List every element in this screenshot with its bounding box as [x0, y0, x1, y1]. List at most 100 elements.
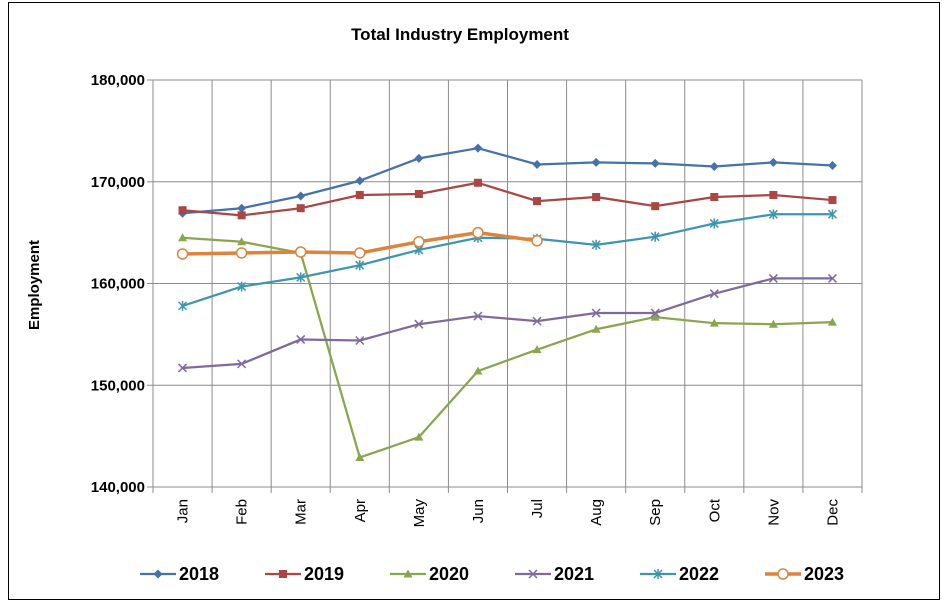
data-point-2019 — [414, 189, 423, 198]
x-tick-label: Aug — [588, 499, 605, 526]
legend-label: 2022 — [679, 564, 719, 584]
data-point-2021 — [650, 308, 660, 318]
data-point-2018 — [827, 160, 837, 170]
data-point-2018 — [709, 161, 719, 171]
series-2019 — [178, 178, 837, 220]
legend-label: 2023 — [804, 564, 844, 584]
y-tick-label: 150,000 — [91, 377, 145, 394]
x-tick-label: Nov — [765, 499, 782, 526]
data-point-2021 — [355, 335, 365, 346]
legend-item-2020: 2020 — [390, 564, 469, 584]
data-point-2020 — [532, 345, 542, 354]
legend-label: 2018 — [179, 564, 219, 584]
data-point-2021 — [591, 308, 601, 318]
legend-marker — [528, 569, 538, 579]
chart-frame — [8, 2, 940, 600]
data-point-2022 — [827, 209, 837, 220]
legend-item-2018: 2018 — [140, 564, 219, 584]
data-point-2019 — [651, 202, 660, 211]
x-tick-label: Mar — [293, 499, 310, 525]
series-lines — [176, 143, 837, 461]
legend-item-2019: 2019 — [265, 564, 344, 584]
data-point-2018 — [414, 153, 424, 163]
series-2023 — [176, 226, 543, 260]
y-tick-label: 140,000 — [91, 479, 145, 496]
data-point-2020 — [709, 318, 719, 327]
x-tick-label: Jun — [470, 499, 487, 523]
data-point-2023 — [472, 226, 484, 239]
data-point-2018 — [296, 191, 306, 201]
data-point-2018 — [237, 203, 247, 213]
series-2018 — [178, 143, 837, 218]
data-point-2021 — [768, 273, 778, 283]
series-line-2021 — [182, 277, 833, 370]
x-tick-label: May — [411, 499, 428, 528]
y-tick-label: 160,000 — [91, 276, 145, 293]
data-point-2023 — [413, 236, 425, 248]
data-point-2023 — [294, 246, 307, 258]
x-tick-label: Feb — [234, 499, 251, 525]
data-point-2022 — [237, 281, 247, 292]
x-tick-label: Apr — [352, 499, 369, 522]
data-point-2022 — [178, 300, 188, 311]
data-point-2018 — [591, 157, 601, 167]
data-point-2022 — [355, 260, 365, 271]
data-point-2018 — [473, 143, 483, 153]
legend-label: 2019 — [304, 564, 344, 584]
data-point-2022 — [650, 231, 660, 242]
data-point-2021 — [414, 319, 424, 329]
data-point-2020 — [473, 366, 483, 375]
data-point-2020 — [768, 319, 778, 328]
data-point-2023 — [354, 247, 366, 259]
data-point-2019 — [473, 178, 482, 187]
data-point-2021 — [296, 334, 306, 344]
legend-marker — [653, 569, 663, 579]
data-point-2018 — [768, 157, 778, 167]
legend-marker — [153, 569, 163, 579]
x-tick-label: Jan — [175, 499, 192, 523]
data-point-2021 — [178, 363, 188, 373]
x-tick-label: Jul — [529, 499, 546, 518]
data-point-2019 — [828, 196, 837, 205]
x-tick-label: Dec — [824, 499, 841, 526]
data-point-2020 — [650, 312, 660, 321]
legend-marker — [777, 568, 789, 580]
legend-item-2021: 2021 — [515, 564, 594, 584]
data-point-2022 — [768, 209, 778, 220]
data-point-2019 — [710, 193, 719, 202]
legend-marker — [279, 570, 287, 578]
data-point-2018 — [650, 158, 660, 168]
y-axis-label: Employment — [26, 240, 43, 330]
data-point-2021 — [709, 289, 719, 299]
chart-title: Total Industry Employment — [351, 25, 569, 44]
y-tick-label: 180,000 — [91, 72, 145, 89]
data-point-2021 — [827, 273, 837, 283]
x-tick-label: Sep — [647, 499, 664, 526]
data-point-2021 — [473, 311, 483, 321]
data-point-2019 — [237, 211, 246, 220]
data-point-2023 — [176, 248, 189, 260]
axes: 140,000 150,000 160,000 170,000 180,000 Jan Fe… — [91, 72, 863, 528]
data-point-2020 — [414, 432, 424, 441]
data-point-2020 — [827, 317, 837, 326]
legend: 2018 2019 2020 2021 2022 2023 — [140, 564, 844, 584]
series-line-2018 — [182, 147, 833, 215]
data-point-2018 — [355, 176, 365, 186]
legend-label: 2020 — [429, 564, 469, 584]
data-point-2019 — [769, 190, 778, 199]
data-point-2021 — [532, 316, 542, 326]
data-point-2019 — [592, 193, 601, 202]
data-point-2020 — [237, 237, 247, 246]
data-point-2023 — [531, 235, 543, 247]
data-point-2021 — [237, 359, 247, 369]
data-point-2019 — [178, 206, 187, 215]
x-tick-label: Oct — [706, 498, 723, 522]
y-tick-label: 170,000 — [91, 174, 145, 191]
data-point-2022 — [709, 218, 719, 229]
legend-item-2023: 2023 — [765, 564, 844, 584]
data-point-2019 — [355, 190, 364, 199]
legend-label: 2021 — [554, 564, 594, 584]
data-point-2022 — [591, 239, 601, 250]
legend-marker — [403, 569, 413, 578]
